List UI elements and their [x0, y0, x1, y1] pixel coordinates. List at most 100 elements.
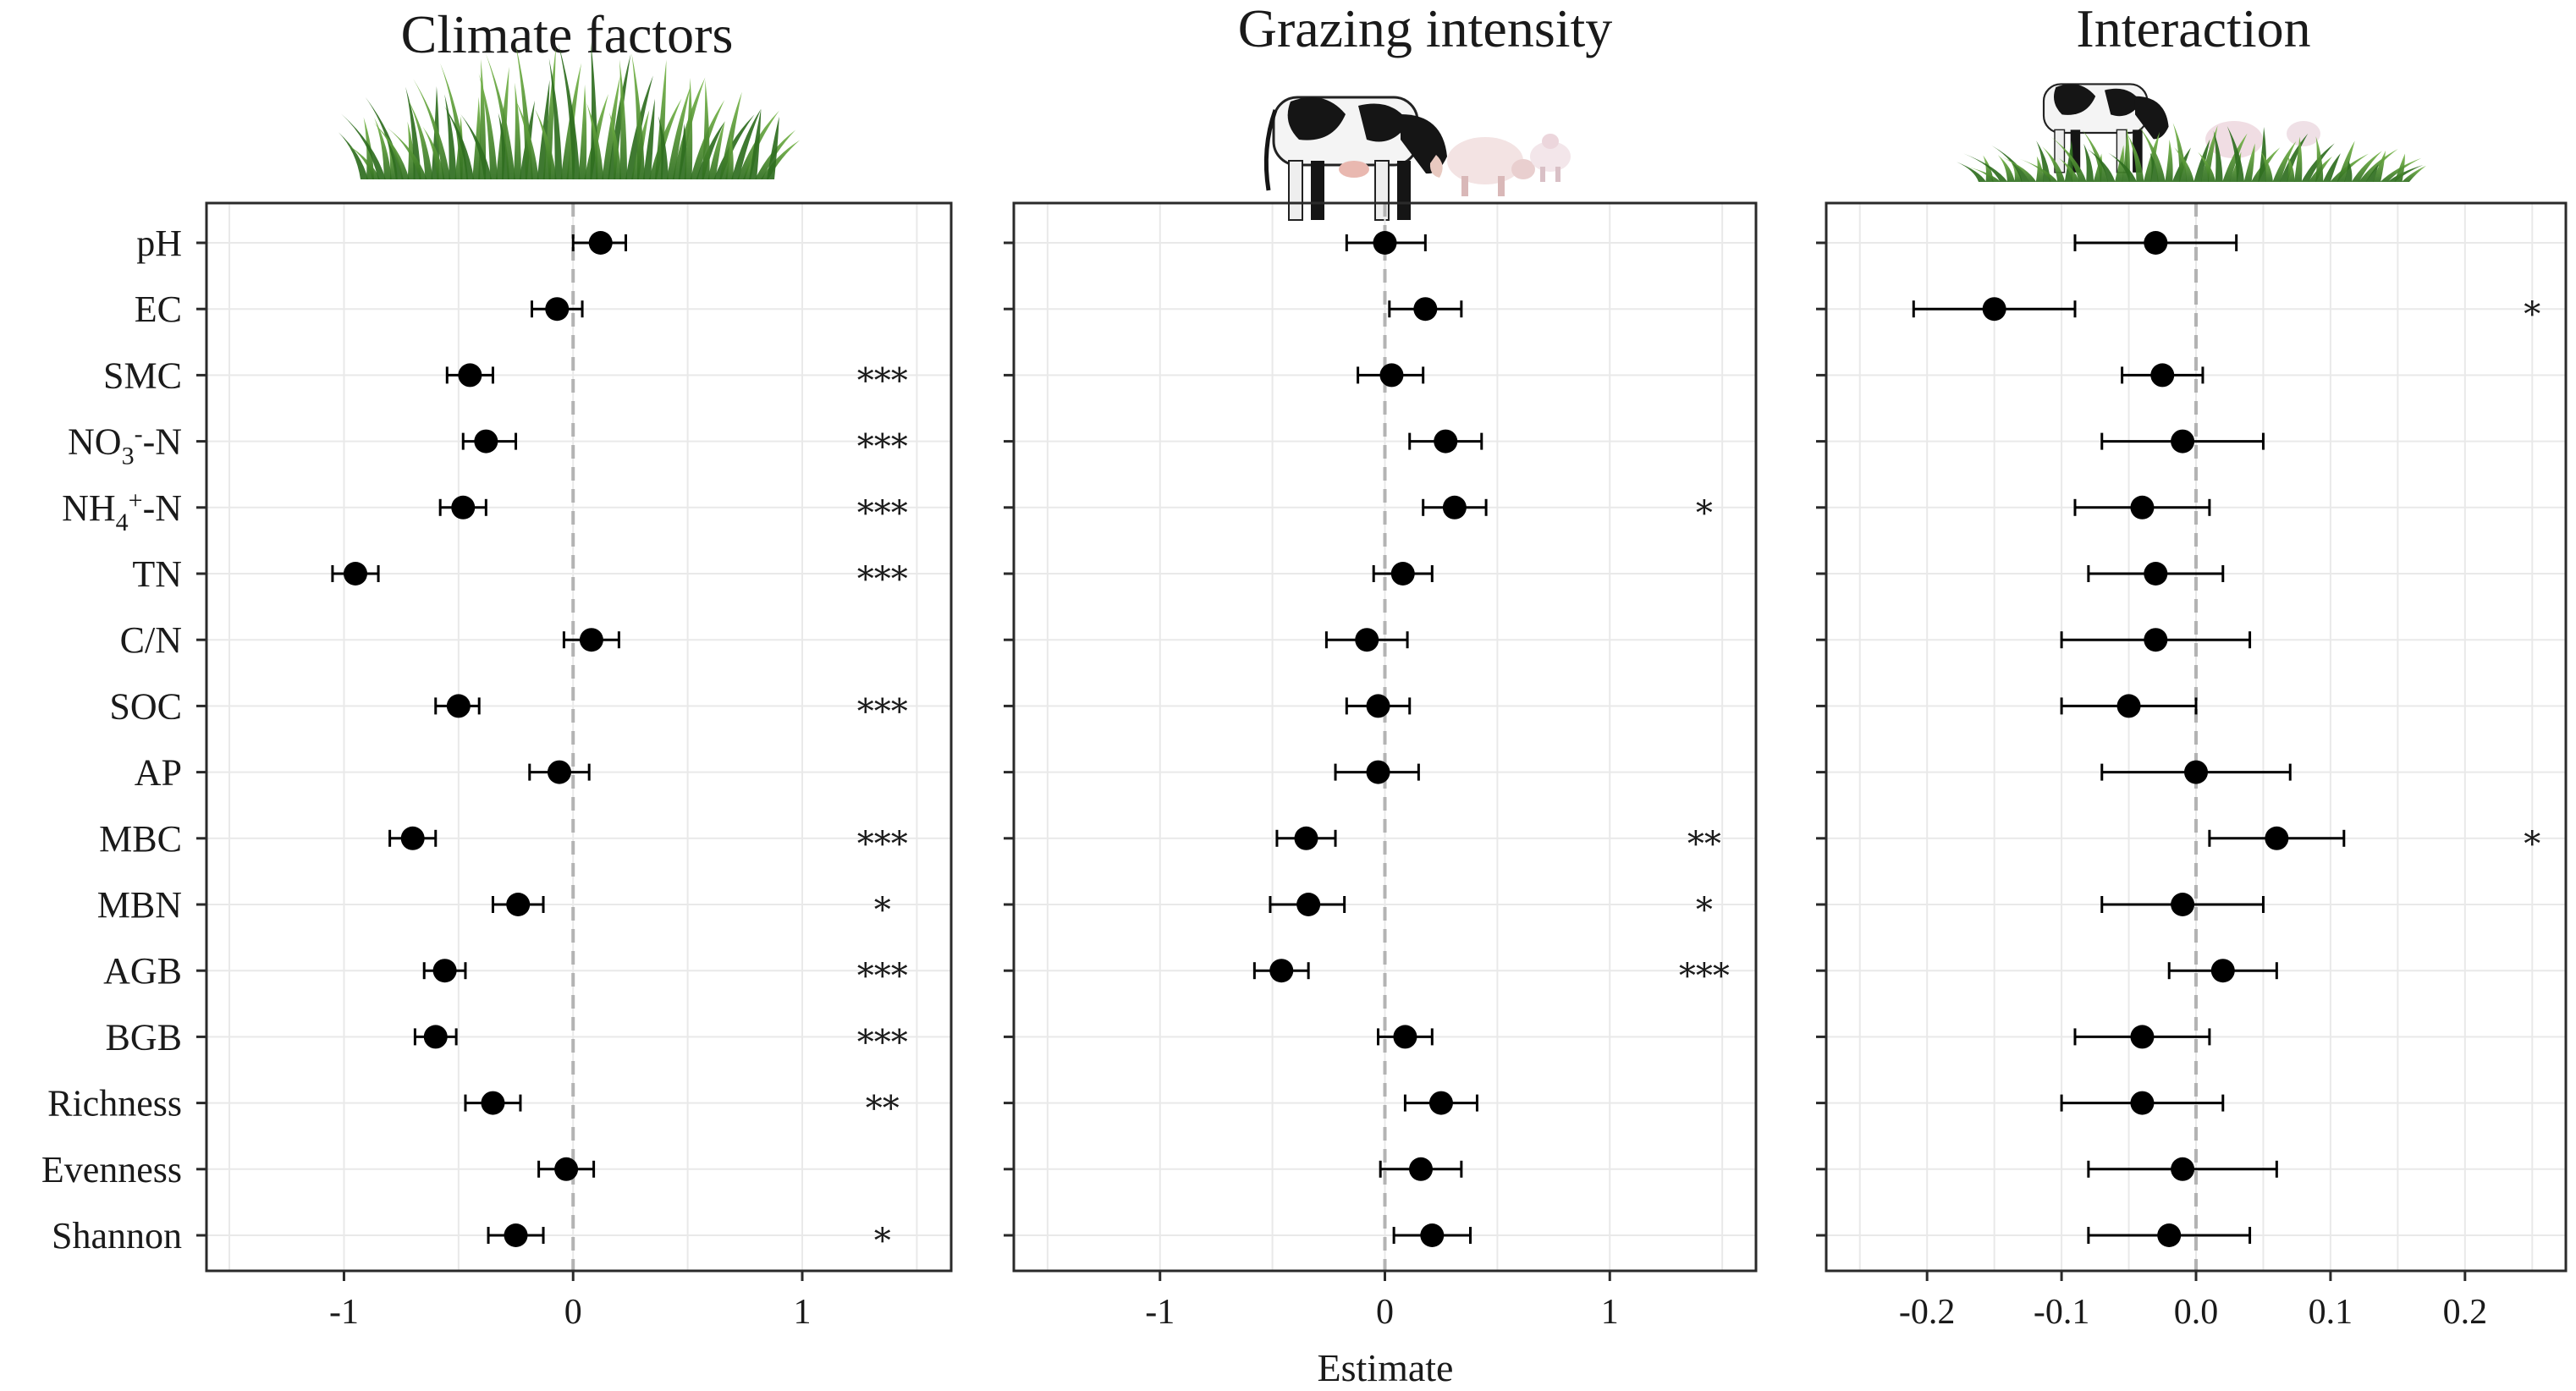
estimate-point: [474, 429, 498, 454]
x-tick-label: -1: [329, 1293, 359, 1332]
estimate-point: [458, 363, 482, 388]
significance-stars: ***: [857, 957, 908, 996]
estimate-point: [451, 495, 476, 520]
estimate-point: [2210, 959, 2235, 983]
estimate-point: [2171, 1157, 2195, 1181]
estimate-point: [2130, 1025, 2155, 1049]
x-tick-label: 0.2: [2443, 1293, 2488, 1332]
estimate-point: [1434, 429, 1458, 454]
cow-sheep-on-grass-icon: [1957, 83, 2426, 182]
significance-stars: ***: [857, 825, 908, 864]
significance-stars: *: [2524, 825, 2540, 864]
row-label: Evenness: [41, 1149, 182, 1190]
estimate-point: [423, 1025, 448, 1049]
estimate-point: [1982, 297, 2006, 322]
estimate-point: [1366, 694, 1390, 718]
significance-stars: ***: [857, 494, 908, 533]
estimate-point: [1379, 363, 1404, 388]
significance-stars: ***: [857, 692, 908, 731]
row-label: NO3--N: [68, 421, 182, 470]
x-tick-label: -0.2: [1899, 1293, 1956, 1332]
estimate-point: [1442, 495, 1467, 520]
estimate-point: [547, 760, 571, 784]
estimate-point: [506, 893, 531, 916]
row-label: SMC: [103, 355, 182, 396]
row-label: MBC: [99, 818, 182, 860]
forest-panel-1: -1 0 1*******: [1004, 201, 1758, 1332]
estimate-point: [1428, 1091, 1453, 1115]
x-tick-label: 0: [1376, 1293, 1394, 1332]
x-tick-label: -0.1: [2034, 1293, 2090, 1332]
row-label: Shannon: [52, 1215, 182, 1256]
estimate-point: [1393, 1025, 1417, 1049]
x-axis-label: Estimate: [1318, 1346, 1454, 1389]
estimate-point: [588, 231, 613, 255]
significance-stars: **: [1687, 825, 1721, 864]
estimate-point: [2116, 694, 2141, 718]
significance-stars: *: [2524, 295, 2540, 334]
estimate-point: [481, 1091, 505, 1115]
estimate-point: [1413, 297, 1438, 322]
significance-stars: *: [874, 891, 891, 930]
estimate-point: [1366, 760, 1390, 784]
estimate-point: [1296, 893, 1321, 916]
estimate-point: [2130, 1091, 2155, 1115]
panel-frame: [205, 201, 953, 1273]
estimate-point: [446, 694, 471, 718]
estimate-point: [2144, 628, 2168, 652]
estimate-point: [2144, 231, 2168, 255]
estimate-point: [1269, 959, 1294, 983]
estimate-point: [1355, 628, 1379, 652]
x-tick-label: 0.0: [2174, 1293, 2219, 1332]
estimate-point: [2171, 893, 2195, 916]
estimate-point: [2157, 1223, 2182, 1247]
estimate-point: [1373, 231, 1397, 255]
estimate-point: [554, 1157, 579, 1181]
row-label: C/N: [120, 619, 182, 661]
estimate-point: [1420, 1223, 1445, 1247]
significance-stars: *: [874, 1222, 891, 1261]
estimate-point: [504, 1223, 528, 1247]
row-label: pH: [136, 223, 182, 264]
significance-stars: ***: [1679, 957, 1730, 996]
estimate-point: [1294, 826, 1318, 850]
significance-stars: *: [1696, 891, 1713, 930]
panel-title-grazing: Grazing intensity: [1238, 0, 1613, 58]
estimate-point: [2171, 429, 2195, 454]
estimate-point: [2144, 562, 2168, 586]
significance-stars: ***: [857, 428, 908, 467]
row-label: BGB: [106, 1016, 182, 1058]
x-tick-label: 0.1: [2309, 1293, 2353, 1332]
significance-stars: *: [1696, 494, 1713, 533]
row-label: NH4+-N: [62, 487, 182, 536]
significance-stars: ***: [857, 361, 908, 400]
row-label: SOC: [109, 685, 182, 727]
estimate-point: [579, 628, 603, 652]
estimate-point: [1390, 562, 1415, 586]
estimate-point: [2265, 826, 2289, 850]
estimate-point: [2150, 363, 2175, 388]
estimate-point: [432, 959, 457, 983]
grass-tuft-icon: [339, 41, 801, 180]
estimate-point: [2130, 495, 2155, 520]
x-tick-label: 1: [1601, 1293, 1619, 1332]
x-tick-label: 0: [564, 1293, 582, 1332]
x-tick-label: 1: [794, 1293, 812, 1332]
row-label: AP: [135, 752, 182, 794]
significance-stars: **: [866, 1090, 900, 1129]
panel-title-climate: Climate factors: [401, 4, 734, 64]
significance-stars: ***: [857, 560, 908, 599]
estimate-point: [344, 562, 367, 586]
panel-title-interaction: Interaction: [2076, 0, 2310, 58]
forest-panel-2: -0.2 -0.1 0.0 0.1 0.2 * *: [1816, 201, 2568, 1332]
x-tick-label: -1: [1145, 1293, 1175, 1332]
row-label: AGB: [103, 950, 182, 992]
estimate-point: [2184, 760, 2208, 784]
row-label: TN: [132, 553, 182, 595]
row-label: EC: [135, 289, 182, 330]
significance-stars: ***: [857, 1023, 908, 1062]
row-label: MBN: [97, 884, 182, 926]
estimate-point: [545, 297, 570, 322]
